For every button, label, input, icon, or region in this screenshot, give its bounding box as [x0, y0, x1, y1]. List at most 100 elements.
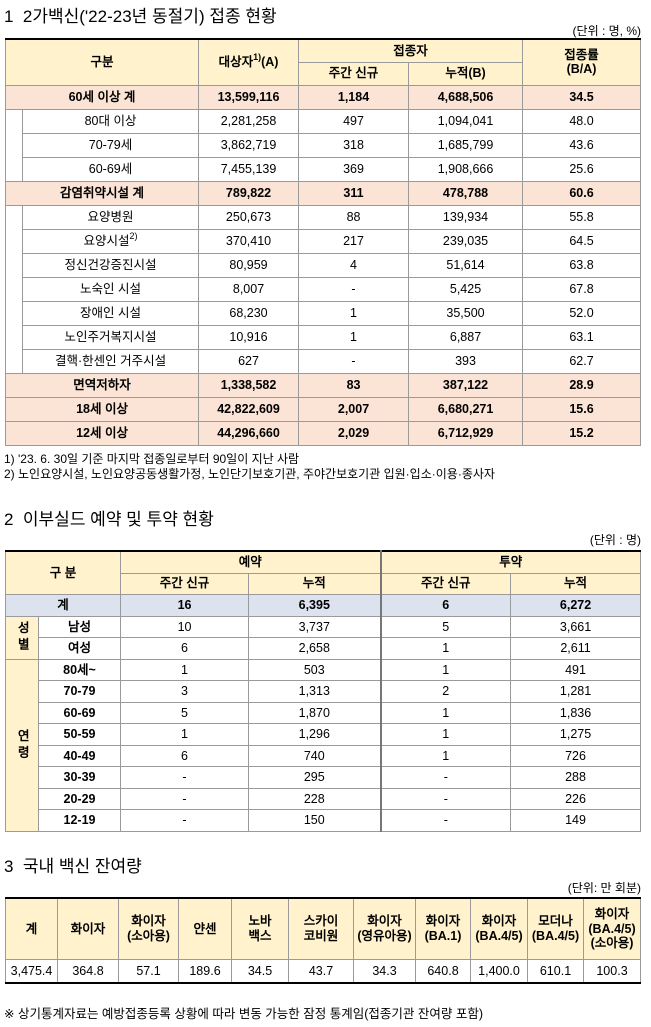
- cell: 83: [298, 372, 410, 398]
- data-row: 노인주거복지시설 10,916 1 6,887 63.1: [6, 324, 642, 350]
- cell: 51,614: [408, 252, 524, 278]
- cell: 68,230: [198, 300, 300, 326]
- cell: 369: [298, 156, 410, 182]
- data-row: 60-69세 7,455,139 369 1,908,666 25.6: [6, 156, 642, 182]
- cell: 1,094,041: [408, 108, 524, 134]
- cell: 52.0: [522, 300, 642, 326]
- cell: 5,425: [408, 276, 524, 302]
- cell: 43.6: [522, 132, 642, 158]
- cell: 63.8: [522, 252, 642, 278]
- cell: 2: [379, 680, 512, 703]
- cell: -: [120, 766, 250, 789]
- footnote: 1) '23. 6. 30일 기준 마지막 접종일로부터 90일이 지난 사람: [4, 452, 300, 466]
- cell: 노숙인 시설: [21, 276, 200, 302]
- total-row: 계 16 6,395 6 6,272: [4, 593, 642, 617]
- header-cell: 화이자 (BA.4/5): [470, 897, 528, 960]
- cell: 7,455,139: [198, 156, 300, 182]
- cell: -: [379, 787, 512, 810]
- cell: 1,275: [510, 723, 642, 746]
- data-row: 70-79 3 1,313 2 1,281: [6, 680, 642, 703]
- cell: 55.8: [522, 204, 642, 230]
- header-cell: 노바 백스: [231, 897, 289, 960]
- cell: 1,870: [248, 701, 382, 724]
- header-cell: 화이자 (소아용): [118, 897, 179, 960]
- data-row: 40-49 6 740 1 726: [6, 744, 642, 767]
- cell: 1: [379, 658, 512, 681]
- indent-cell: [5, 108, 23, 181]
- cell: 497: [298, 108, 410, 134]
- cell: 478,788: [408, 180, 524, 206]
- cell: 1: [298, 324, 410, 350]
- cell: 370,410: [198, 228, 300, 254]
- total-row: 18세 이상 42,822,609 2,007 6,680,271 15.6: [4, 396, 642, 422]
- cell: 1,296: [248, 723, 382, 746]
- cell: 노인주거복지시설: [21, 324, 200, 350]
- data-row: 여성 6 2,658 1 2,611: [6, 637, 642, 660]
- header-cell: 얀센: [178, 897, 232, 960]
- cell: 40-49: [37, 744, 122, 767]
- cell-text: 요양시설: [83, 233, 130, 248]
- cell: 42,822,609: [198, 396, 300, 422]
- cell: 70-79세: [21, 132, 200, 158]
- cell: 1,836: [510, 701, 642, 724]
- cell: 35,500: [408, 300, 524, 326]
- cell: 6: [120, 637, 250, 660]
- cell: 43.7: [288, 958, 354, 984]
- cell: 48.0: [522, 108, 642, 134]
- header-cell: 주간 신규: [298, 61, 410, 86]
- cell: 1: [379, 701, 512, 724]
- unit-label: (단위 : 명): [589, 533, 641, 547]
- header-cell: 예약: [120, 550, 382, 574]
- cell: 남성: [37, 615, 122, 638]
- data-row: 12-19-150-149: [6, 809, 642, 832]
- table: 구분 대상자1)(A) 접종자 접종률 (B/A) 주간 신규 누적(B) 60세 이상 계…: [4, 38, 642, 446]
- data-row: 정신건강증진시설 80,959 4 51,614 63.8: [6, 252, 642, 278]
- cell: 결핵·한센인 거주시설: [21, 348, 200, 374]
- data-row: 요양시설2) 370,410 217 239,035 64.5: [6, 228, 642, 254]
- section-title: 2 이부실드 예약 및 투약 현황: [4, 510, 214, 529]
- cell: 627: [198, 348, 300, 374]
- cell: 30-39: [37, 766, 122, 789]
- cell: 12-19: [37, 809, 122, 832]
- cell: 15.6: [522, 396, 642, 422]
- cell: 25.6: [522, 156, 642, 182]
- header-cell: 계: [5, 897, 58, 960]
- cell-text: (A): [261, 55, 279, 70]
- header-cell: 화이자 (영유아용): [353, 897, 416, 960]
- cell: 640.8: [415, 958, 471, 984]
- data-row: 결핵·한센인 거주시설 627-393 62.7: [6, 348, 642, 374]
- header-cell: 화이자 (BA.1): [415, 897, 471, 960]
- cell: 16: [120, 593, 250, 617]
- cell: 1,313: [248, 680, 382, 703]
- cell: 57.1: [118, 958, 179, 984]
- cell: 217: [298, 228, 410, 254]
- data-row: 성별 남성 10 3,737 5 3,661: [5, 615, 642, 660]
- header-cell: 대상자1)(A): [198, 38, 300, 86]
- cell: 6,395: [248, 593, 382, 617]
- cell: -: [120, 809, 250, 832]
- cell: 2,007: [298, 396, 410, 422]
- note: ※ 상기통계자료는 예방접종등록 상황에 따라 변동 가능한 잠정 통계임(접종…: [4, 1007, 484, 1021]
- cell: 여성: [37, 637, 122, 660]
- header-cell: 누적(B): [408, 61, 524, 86]
- header-cell: 화이자 (BA.4/5) (소아용): [583, 897, 641, 960]
- cell: 64.5: [522, 228, 642, 254]
- header-cell: 접종률 (B/A): [522, 38, 642, 86]
- cell: 288: [510, 766, 642, 789]
- cell: 70-79: [37, 680, 122, 703]
- header-cell: 누적: [510, 572, 642, 595]
- header-cell: 구분: [4, 38, 200, 86]
- header-cell: 주간 신규: [120, 572, 250, 595]
- cell: 67.8: [522, 276, 642, 302]
- cell: 3,475.4: [5, 958, 58, 984]
- cell: 149: [510, 809, 642, 832]
- cell: 789,822: [198, 180, 300, 206]
- cell: 1,908,666: [408, 156, 524, 182]
- cell: 1,400.0: [470, 958, 528, 984]
- cell: -: [379, 766, 512, 789]
- cell: 34.5: [231, 958, 289, 984]
- data-row: 3,475.4 364.8 57.1 189.6 34.5 43.7 34.3 640.8 1,…: [5, 958, 641, 984]
- cell: 80대 이상: [21, 108, 200, 134]
- header-row: 구분 대상자1)(A) 접종자 접종률 (B/A): [4, 38, 642, 86]
- cell: 면역저하자: [4, 372, 200, 398]
